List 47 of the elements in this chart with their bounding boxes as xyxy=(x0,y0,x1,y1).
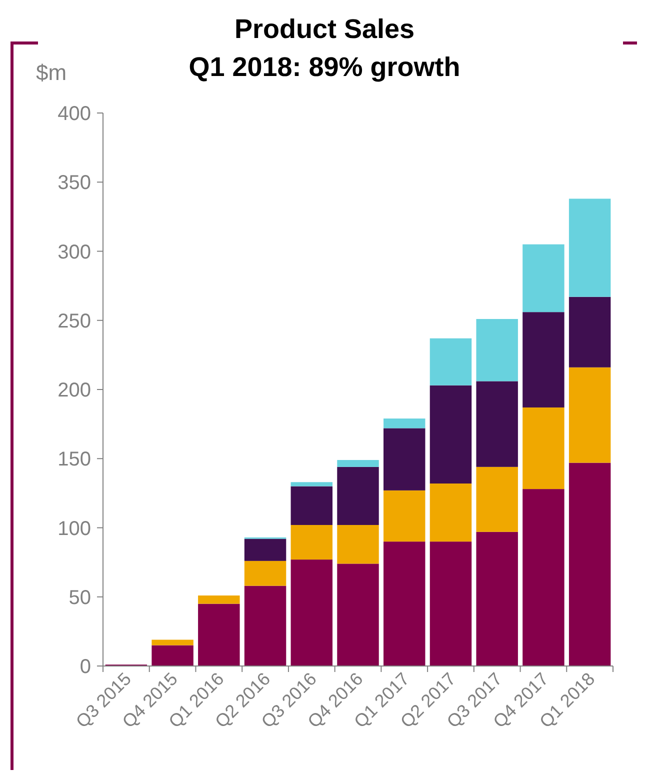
bar xyxy=(198,604,240,666)
y-tick-label: 400 xyxy=(58,103,91,125)
bar xyxy=(430,542,472,666)
bar xyxy=(290,486,332,525)
bar xyxy=(152,645,194,666)
bar xyxy=(522,489,564,666)
bar xyxy=(244,538,286,561)
bar xyxy=(568,296,611,368)
y-tick-label: 50 xyxy=(68,586,91,609)
y-tick-label: 150 xyxy=(58,448,91,471)
y-tick-label: 200 xyxy=(58,380,91,402)
chart-subtitle: Q1 2018: 89% growth xyxy=(188,52,460,82)
bar xyxy=(290,560,332,666)
bar xyxy=(430,484,472,542)
bar xyxy=(244,586,286,666)
bar xyxy=(384,428,426,490)
y-tick-label: 350 xyxy=(58,172,91,194)
bar xyxy=(337,466,379,525)
y-tick-label: 100 xyxy=(58,518,91,540)
bar xyxy=(290,482,332,486)
bar xyxy=(290,524,332,560)
bar xyxy=(476,532,518,666)
bar xyxy=(476,318,518,382)
bar xyxy=(337,564,379,666)
chart-title: Product Sales xyxy=(234,14,415,44)
bar xyxy=(522,407,564,490)
bar xyxy=(522,312,564,408)
y-tick-label: 0 xyxy=(80,656,91,678)
bar xyxy=(337,460,379,467)
bar xyxy=(522,244,564,312)
bar xyxy=(476,466,518,532)
bar xyxy=(430,338,472,386)
bar xyxy=(152,640,194,646)
bar xyxy=(384,490,426,542)
bar xyxy=(337,524,379,564)
bar xyxy=(430,385,472,484)
bar xyxy=(244,560,286,586)
bar xyxy=(384,418,426,428)
bar xyxy=(568,367,611,463)
y-tick-label: 250 xyxy=(58,310,91,332)
bar xyxy=(198,595,240,604)
bar xyxy=(568,198,611,297)
bar xyxy=(476,381,518,467)
bar xyxy=(384,542,426,666)
bar xyxy=(568,462,611,666)
y-axis-title: $m xyxy=(36,60,67,85)
y-tick-label: 300 xyxy=(58,241,91,264)
